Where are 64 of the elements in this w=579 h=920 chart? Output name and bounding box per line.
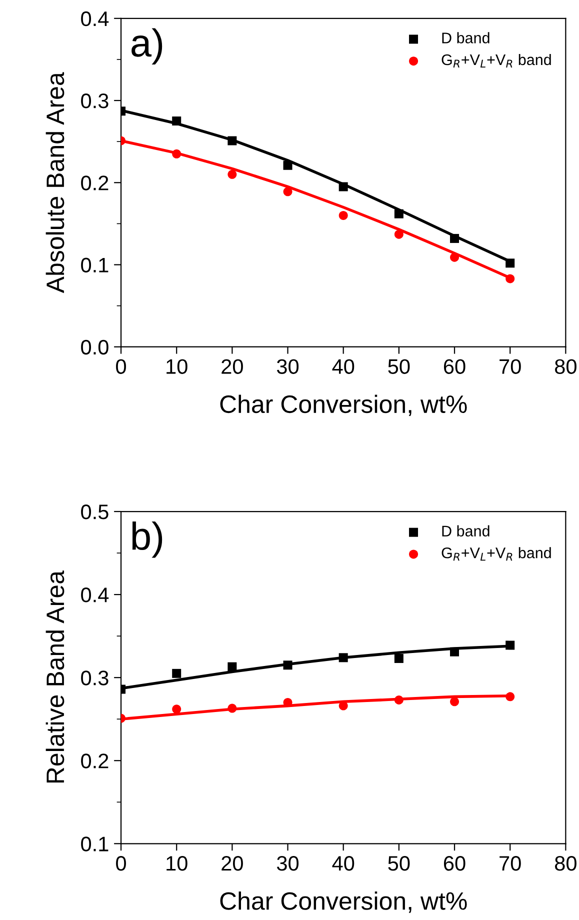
point bbox=[450, 697, 460, 706]
annotation: a) bbox=[132, 28, 162, 64]
point bbox=[283, 160, 292, 170]
point bbox=[394, 209, 404, 218]
point bbox=[172, 116, 182, 126]
legend-label: G$_{R}$+V$_{L}$+V$_{R}$ band bbox=[442, 547, 551, 561]
x-tick-label: 30 bbox=[276, 856, 299, 871]
point bbox=[172, 668, 182, 678]
x-tick-label: 70 bbox=[500, 359, 521, 374]
x-tick-label: 20 bbox=[222, 359, 243, 374]
y-axis-title: Relative Band Area bbox=[46, 570, 64, 783]
x-tick-label: 80 bbox=[555, 856, 576, 871]
point bbox=[338, 653, 348, 662]
x-tick-label: 70 bbox=[500, 856, 521, 871]
legend-label: D band bbox=[442, 525, 490, 536]
y-axis-title: Absolute Band Area bbox=[46, 72, 64, 294]
point bbox=[394, 230, 404, 239]
x-axis-title: Char Conversion, wt% bbox=[220, 394, 467, 416]
y-tick-label: 0.2 bbox=[81, 754, 108, 768]
x-tick-label: 40 bbox=[332, 359, 354, 374]
y-tick-label: 0.0 bbox=[81, 340, 108, 355]
point bbox=[338, 210, 348, 220]
legend-label: G$_{R}$+V$_{L}$+V$_{R}$ band bbox=[442, 54, 551, 68]
point bbox=[506, 258, 515, 268]
x-tick-label: 20 bbox=[222, 856, 243, 871]
point bbox=[394, 654, 404, 663]
point bbox=[228, 704, 237, 713]
point bbox=[338, 182, 348, 192]
point bbox=[172, 704, 182, 714]
annotation: b) bbox=[132, 521, 162, 558]
y-tick-label: 0.3 bbox=[81, 94, 108, 108]
y-tick-label: 0.4 bbox=[81, 11, 109, 26]
x-tick-label: 30 bbox=[276, 359, 299, 374]
point bbox=[283, 660, 292, 670]
point bbox=[450, 234, 460, 243]
x-tick-label: 0 bbox=[116, 856, 126, 871]
x-tick-label: 60 bbox=[444, 856, 466, 871]
x-tick-label: 60 bbox=[444, 359, 466, 374]
x-tick-label: 40 bbox=[332, 856, 354, 871]
x-tick-label: 50 bbox=[388, 856, 410, 871]
point bbox=[506, 274, 515, 284]
y-tick-label: 0.3 bbox=[81, 670, 108, 686]
y-tick-label: 0.1 bbox=[81, 836, 108, 852]
x-tick-label: 0 bbox=[116, 359, 126, 374]
y-tick-label: 0.5 bbox=[81, 504, 108, 520]
y-tick-label: 0.2 bbox=[81, 176, 108, 190]
x-tick-label: 80 bbox=[555, 359, 576, 374]
point bbox=[506, 692, 515, 702]
x-axis-title: Char Conversion, wt% bbox=[220, 892, 467, 913]
point bbox=[450, 252, 460, 262]
x-tick-label: 50 bbox=[388, 359, 410, 374]
point bbox=[172, 149, 182, 158]
y-tick-label: 0.4 bbox=[81, 588, 109, 602]
x-tick-label: 10 bbox=[166, 359, 188, 374]
point bbox=[450, 647, 460, 656]
y-tick-label: 0.1 bbox=[81, 258, 108, 272]
point bbox=[283, 187, 292, 196]
point bbox=[228, 136, 237, 146]
point bbox=[506, 640, 515, 650]
point bbox=[228, 170, 237, 179]
legend-label: D band bbox=[442, 32, 490, 44]
point bbox=[228, 662, 237, 672]
x-tick-label: 10 bbox=[166, 856, 188, 871]
point bbox=[394, 696, 404, 704]
